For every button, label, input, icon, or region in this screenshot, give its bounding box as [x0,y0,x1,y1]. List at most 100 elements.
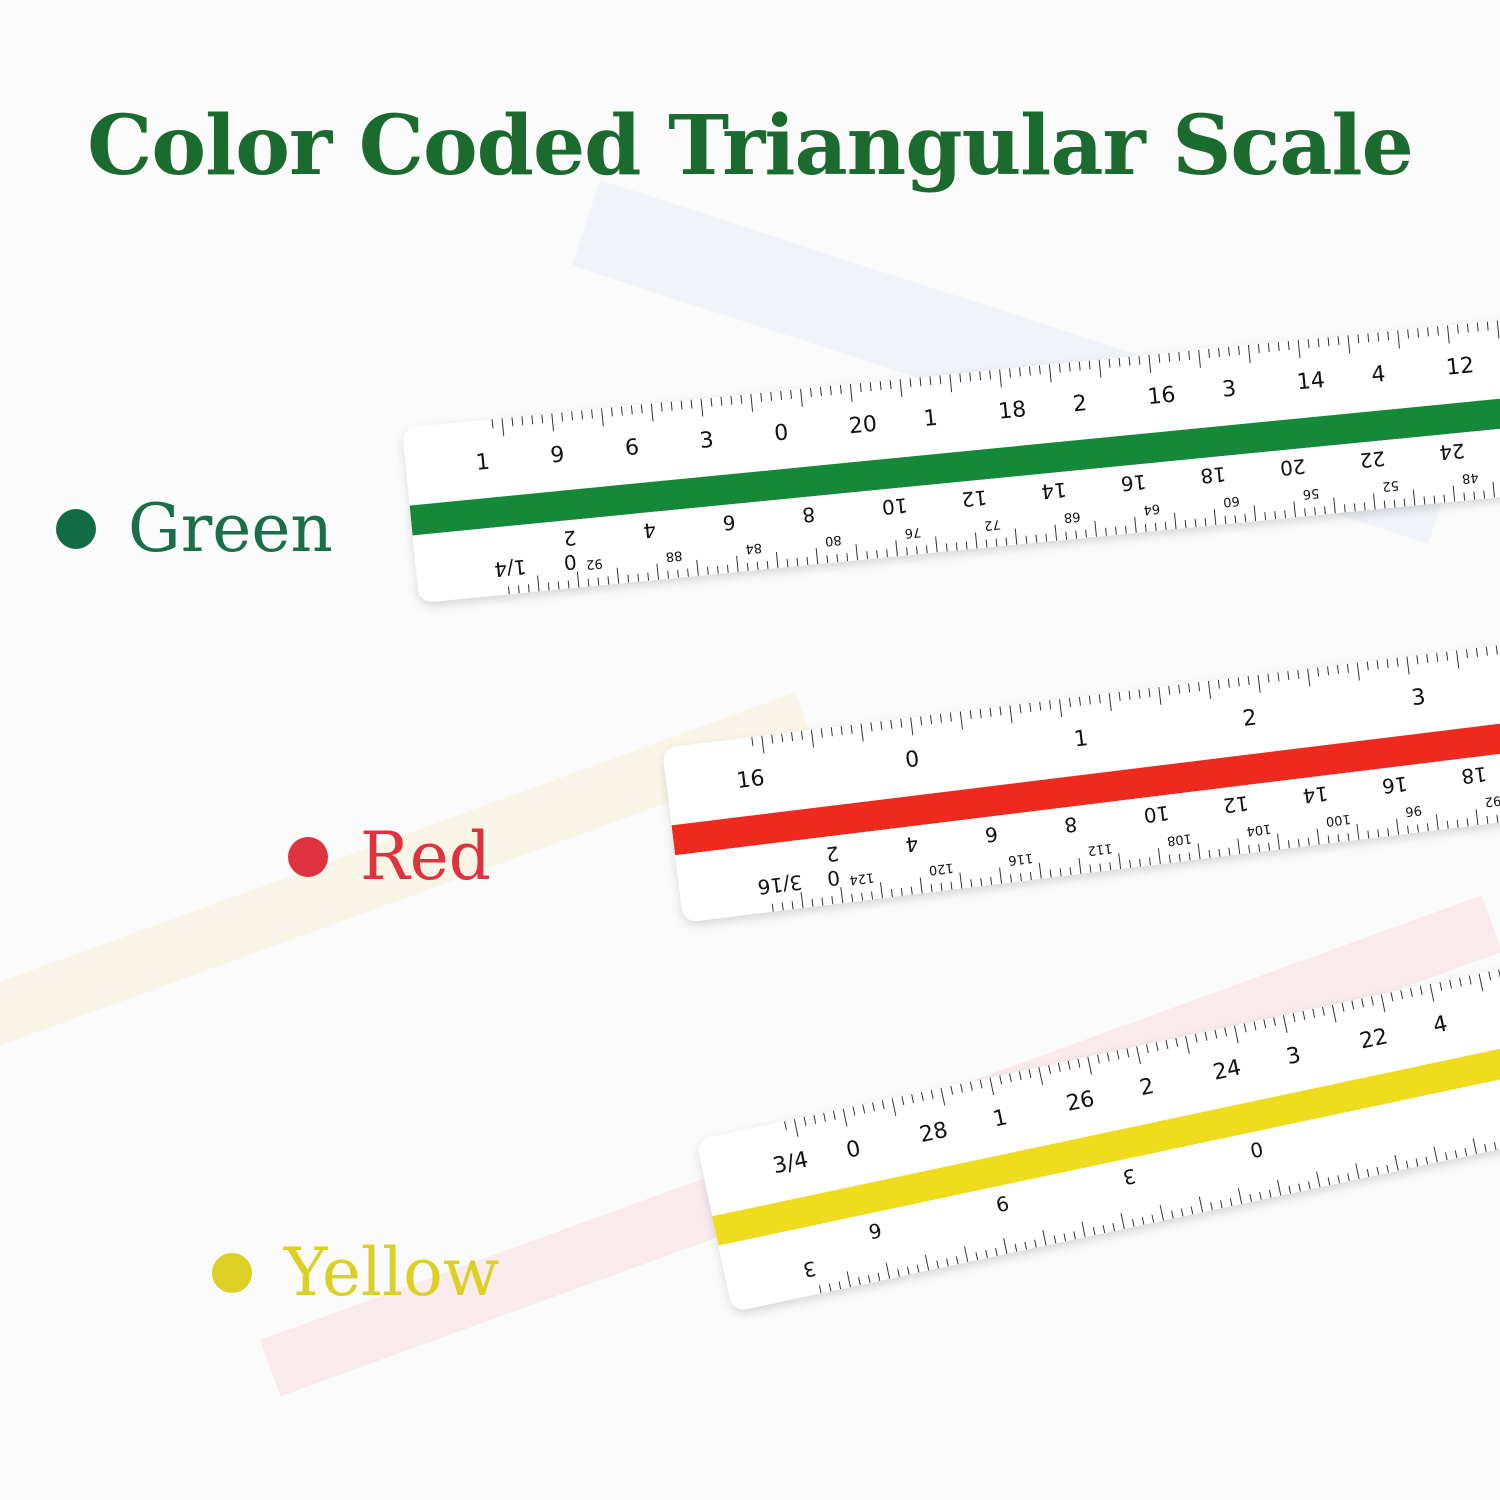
tick-mark [925,545,928,554]
tick-mark [906,1266,910,1275]
tick-mark [1154,522,1157,531]
tick-mark [1057,1062,1061,1072]
tick-mark [1356,662,1360,681]
tick-mark [1337,834,1340,843]
scale-number: 120 [927,859,955,878]
tick-mark [1078,857,1082,874]
scale-number: 116 [1007,849,1034,868]
tick-mark [1317,667,1320,677]
tick-mark [886,549,888,558]
tick-mark [1277,1179,1282,1196]
tick-mark [1109,862,1112,871]
tick-mark [1019,367,1021,377]
tick-mark [1287,840,1290,849]
tick-mark [876,550,878,559]
tick-mark [1466,818,1469,827]
tick-mark [521,416,524,426]
tick-mark [850,724,853,734]
tick-mark [1158,686,1162,705]
tick-mark [784,1121,787,1131]
tick-mark [1098,359,1102,378]
tick-mark [1155,1042,1159,1052]
tick-mark [924,1254,930,1271]
scale-number: 3 [1221,376,1238,403]
tick-mark [880,721,883,731]
tick-mark [999,1075,1003,1085]
tick-mark [974,532,978,549]
tick-mark [832,1110,836,1120]
tick-mark [1361,998,1364,1008]
tick-mark [995,1247,998,1257]
tick-mark [1237,838,1241,855]
tick-mark [1220,1200,1223,1209]
tick-mark [561,412,564,422]
tick-mark [1188,683,1191,693]
scale-number: 104 [1245,820,1273,839]
tick-mark [821,897,824,906]
tick-mark [1171,1210,1174,1219]
tick-mark [1025,535,1028,544]
scale-number: 2 [1137,1073,1157,1102]
tick-mark [935,536,938,553]
tick-mark [1024,1241,1028,1250]
tick-mark [860,723,864,742]
tick-mark [751,736,754,746]
tick-mark [1247,344,1251,363]
tick-mark [1138,355,1141,365]
tick-mark [640,404,643,414]
tick-mark [826,555,829,564]
tick-mark [1314,507,1316,516]
tick-mark [1184,519,1187,529]
scale-number: 14 [1301,781,1330,809]
tick-mark [946,1258,949,1267]
tick-mark [1403,498,1406,507]
tick-mark [1484,1144,1487,1153]
tick-mark [930,884,933,893]
tick-mark [879,381,882,391]
tick-mark [616,567,620,584]
tick-mark [1234,515,1237,524]
tick-mark [1168,854,1171,863]
scale-number: 2 [824,841,841,867]
tick-mark [1092,1227,1096,1236]
tick-mark [1327,1177,1331,1186]
tick-mark [1456,650,1460,669]
tick-mark [1102,1225,1106,1234]
tick-mark [985,1250,988,1259]
tick-mark [1396,818,1400,835]
tick-mark [1207,680,1212,699]
tick-mark [507,586,510,595]
tick-mark [1386,1164,1389,1173]
tick-mark [1259,1191,1262,1200]
tick-mark [819,386,822,396]
tick-mark [557,581,560,590]
tick-mark [780,390,783,400]
tick-mark [786,558,789,568]
tick-mark [1118,853,1122,870]
tick-mark [1373,493,1376,510]
tick-mark [1333,497,1336,514]
tick-mark [940,1087,946,1106]
tick-mark [1287,671,1290,681]
tick-mark [1214,1029,1218,1039]
tick-mark [1486,815,1489,824]
tick-mark [1049,700,1052,710]
tick-mark [1131,1218,1135,1227]
tick-mark [1073,1231,1076,1240]
tick-mark [707,566,709,575]
tick-mark [1312,1008,1316,1018]
tick-mark [969,1081,973,1091]
tick-mark [1168,352,1171,362]
tick-mark [897,1268,900,1277]
tick-mark [1343,504,1346,513]
tick-mark [1112,1223,1116,1232]
tick-mark [901,1096,905,1106]
tick-mark [1426,654,1429,664]
tick-mark [1244,514,1247,523]
tick-mark [1139,858,1142,867]
tick-mark [900,718,903,728]
tick-mark [1426,823,1429,832]
tick-mark [793,1119,799,1137]
tick-mark [1397,330,1400,349]
tick-mark [630,405,633,415]
